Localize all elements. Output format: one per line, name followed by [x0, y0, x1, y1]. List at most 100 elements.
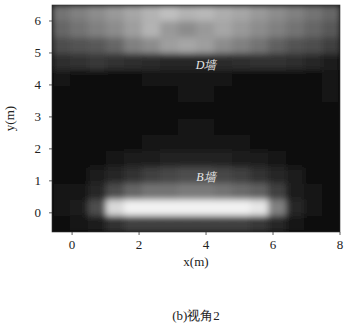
cell	[70, 151, 89, 168]
cell	[88, 70, 107, 87]
cell	[70, 183, 89, 200]
cell	[160, 216, 179, 232]
cell	[52, 135, 71, 152]
cell	[160, 183, 179, 200]
y-tick	[49, 84, 52, 85]
cell	[232, 200, 251, 217]
y-tick	[49, 20, 52, 21]
cell	[268, 135, 287, 152]
cell	[52, 151, 71, 168]
cell	[322, 70, 340, 87]
cell	[88, 183, 107, 200]
cell	[52, 183, 71, 200]
cell	[88, 200, 107, 217]
cell	[52, 200, 71, 217]
cell	[70, 86, 89, 103]
cell	[214, 167, 233, 184]
cell	[124, 102, 143, 119]
cell	[70, 167, 89, 184]
cell	[286, 102, 305, 119]
cell	[268, 37, 287, 54]
cell	[178, 70, 197, 87]
cell	[232, 5, 251, 22]
cell	[88, 86, 107, 103]
cell	[106, 183, 125, 200]
cell	[52, 86, 71, 103]
cell	[232, 54, 251, 71]
cell	[52, 21, 71, 38]
cell	[124, 37, 143, 54]
cell	[106, 200, 125, 217]
cell	[88, 37, 107, 54]
cell	[88, 135, 107, 152]
cell	[142, 200, 161, 217]
cell	[142, 151, 161, 168]
cell	[160, 200, 179, 217]
cell	[52, 119, 71, 136]
cell	[124, 151, 143, 168]
cell	[304, 37, 323, 54]
x-tick	[72, 232, 73, 235]
cell	[178, 135, 197, 152]
cell	[106, 5, 125, 22]
cell	[88, 167, 107, 184]
cell	[286, 70, 305, 87]
cell	[88, 102, 107, 119]
cell	[232, 183, 251, 200]
cell	[142, 54, 161, 71]
cell	[160, 119, 179, 136]
cell	[196, 70, 215, 87]
cell	[160, 37, 179, 54]
cell	[70, 37, 89, 54]
cell	[268, 21, 287, 38]
cells-blur	[52, 5, 340, 232]
cell	[88, 216, 107, 232]
cell	[70, 102, 89, 119]
cell	[124, 135, 143, 152]
cell	[250, 167, 269, 184]
cell	[124, 200, 143, 217]
cell	[160, 167, 179, 184]
cell	[250, 5, 269, 22]
cell	[142, 119, 161, 136]
chart-container: 024680123456D墙B墙x(m)y(m)(b)视角2	[0, 0, 359, 329]
cell	[286, 135, 305, 152]
x-tick	[273, 232, 274, 235]
cell	[70, 119, 89, 136]
y-tick-label: 5	[35, 45, 42, 60]
cell	[142, 5, 161, 22]
y-tick	[49, 52, 52, 53]
annotation: B墙	[196, 170, 217, 184]
cell	[106, 135, 125, 152]
cell	[196, 216, 215, 232]
cell	[304, 216, 323, 232]
cell	[124, 167, 143, 184]
cell	[160, 86, 179, 103]
cell	[268, 54, 287, 71]
cell	[124, 70, 143, 87]
cell	[142, 183, 161, 200]
cell	[178, 37, 197, 54]
cell	[268, 70, 287, 87]
cell	[214, 54, 233, 71]
cell	[286, 119, 305, 136]
cell	[232, 102, 251, 119]
cell	[106, 37, 125, 54]
cell	[178, 5, 197, 22]
cell	[322, 5, 340, 22]
cell	[106, 86, 125, 103]
cell	[250, 37, 269, 54]
cell	[178, 102, 197, 119]
cell	[304, 86, 323, 103]
y-tick-label: 6	[35, 13, 42, 28]
x-tick-label: 2	[136, 237, 143, 252]
plot-background	[52, 5, 340, 232]
cell	[232, 167, 251, 184]
cell	[178, 151, 197, 168]
cell	[142, 37, 161, 54]
y-tick	[49, 180, 52, 181]
cell	[250, 70, 269, 87]
cell	[88, 151, 107, 168]
cell	[214, 135, 233, 152]
cell	[52, 54, 71, 71]
